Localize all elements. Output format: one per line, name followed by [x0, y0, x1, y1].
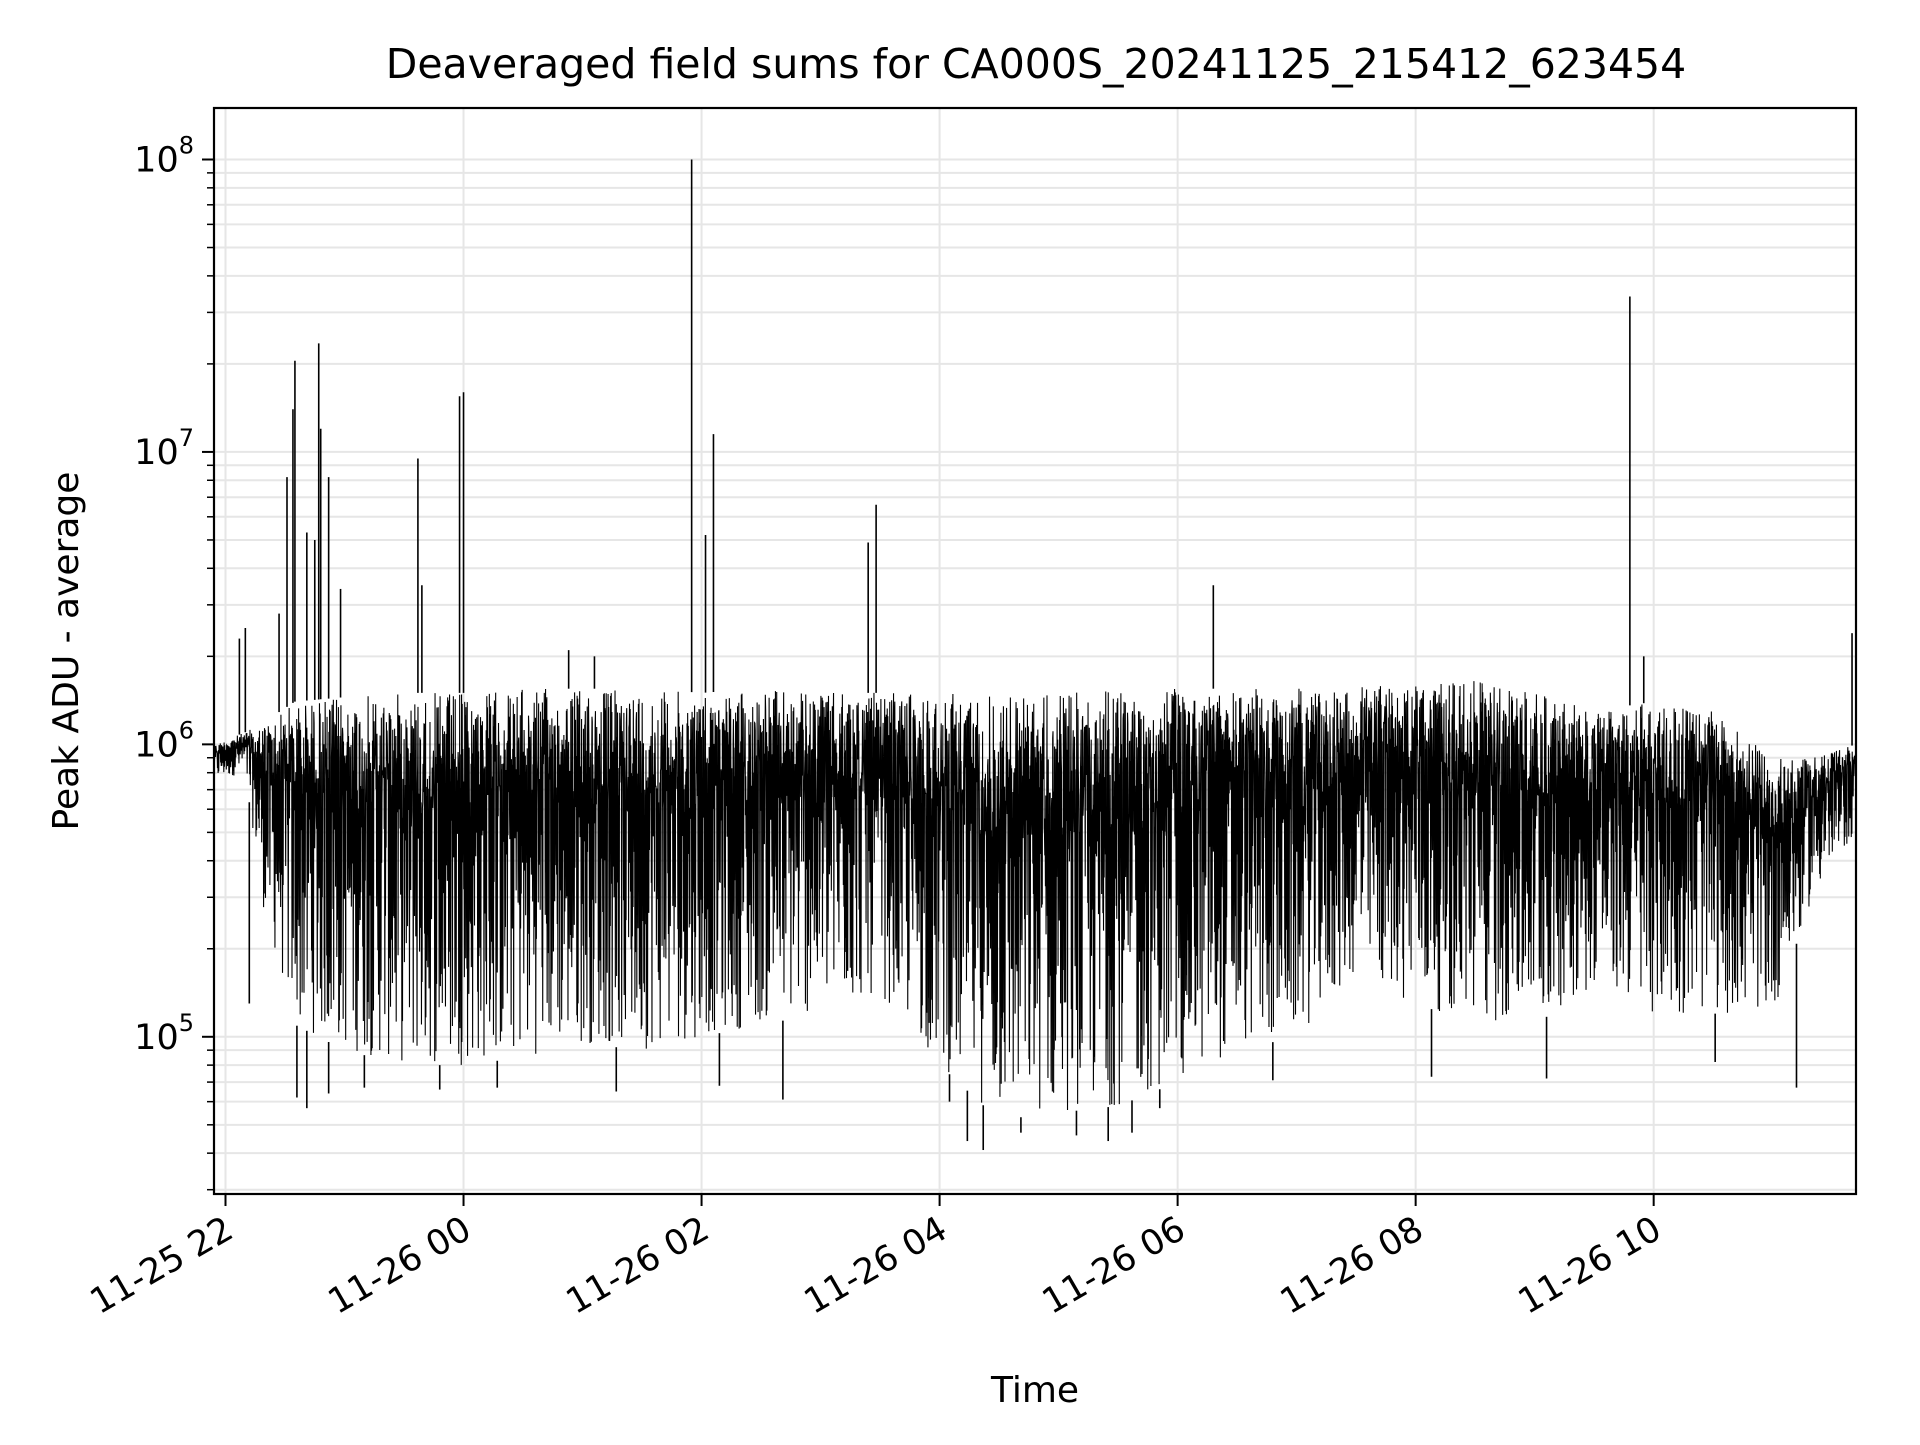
- y-tick-base: 10: [134, 433, 179, 473]
- y-tick-label: 105: [134, 1009, 194, 1058]
- y-tick-label: 106: [134, 716, 194, 765]
- y-tick-base: 10: [134, 725, 179, 765]
- y-tick-base: 10: [134, 1018, 179, 1058]
- y-tick-exponent: 5: [179, 1009, 194, 1037]
- y-tick-label: 108: [134, 131, 194, 180]
- series-line: [214, 681, 1856, 1110]
- x-axis-label: Time: [990, 1370, 1079, 1411]
- y-tick-label: 107: [134, 424, 194, 473]
- y-tick-exponent: 8: [179, 131, 194, 159]
- plot-frame: [212, 106, 1858, 1196]
- chart-title: Deaveraged field sums for CA000S_2024112…: [386, 40, 1686, 88]
- y-tick-exponent: 7: [179, 424, 194, 452]
- y-tick-exponent: 6: [179, 716, 194, 744]
- y-tick-base: 10: [134, 140, 179, 180]
- series-layer: [214, 159, 1856, 1151]
- y-axis-label: Peak ADU - average: [46, 472, 87, 831]
